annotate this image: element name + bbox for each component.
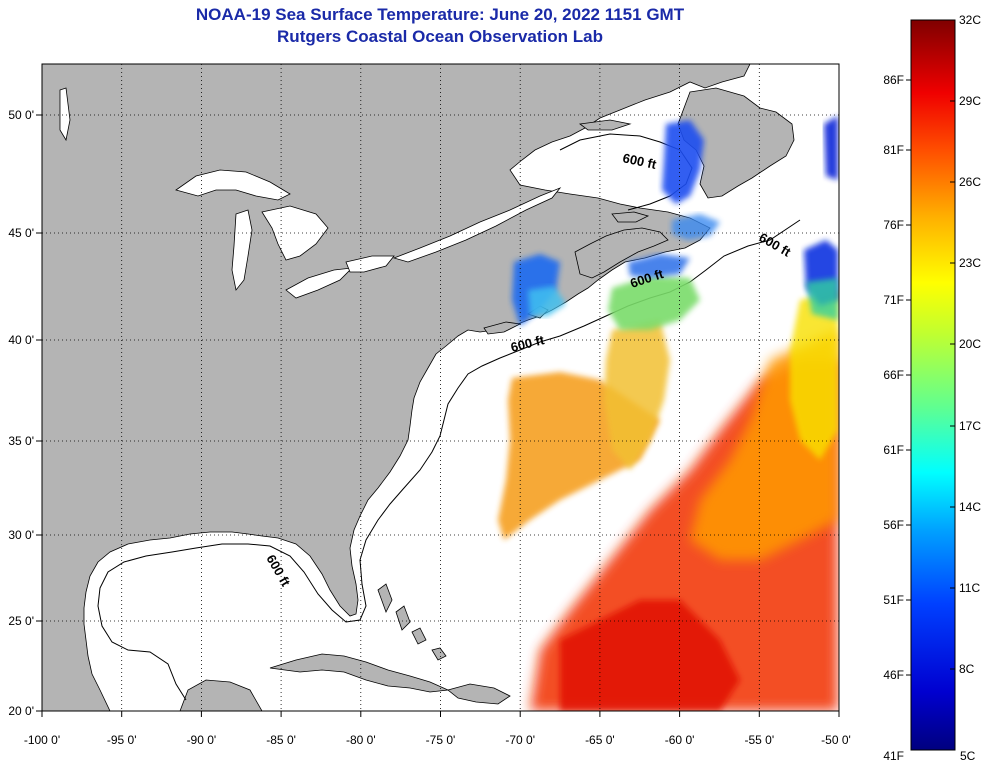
nova-scotia-land xyxy=(574,227,669,279)
pei-land xyxy=(611,211,650,223)
sst-swath-yellow xyxy=(790,290,838,460)
colorbar: 32C 29C 26C 23C 20C 17C 14C 11C 8C 5C 86… xyxy=(883,13,981,763)
y-tick-label: 45 0' xyxy=(8,226,34,240)
colorbar-fahrenheit-label: 61F xyxy=(883,443,904,457)
sst-swath-redspots xyxy=(560,600,740,711)
colorbar-fahrenheit-label: 81F xyxy=(883,143,904,157)
y-tick-label: 35 0' xyxy=(8,434,34,448)
y-tick-label: 40 0' xyxy=(8,333,34,347)
x-tick-label: -50 0' xyxy=(821,733,851,747)
lake-erie xyxy=(285,267,354,299)
x-tick-label: -95 0' xyxy=(107,733,137,747)
x-tick-label: -55 0' xyxy=(744,733,774,747)
colorbar-fahrenheit-label: 46F xyxy=(883,668,904,682)
tick-marks xyxy=(36,114,840,717)
lake-superior xyxy=(175,169,291,201)
sst-data-layer xyxy=(498,116,838,711)
y-tick-label: 25 0' xyxy=(8,614,34,628)
y-tick-label: 20 0' xyxy=(8,704,34,718)
sst-patch-central xyxy=(604,320,670,470)
colorbar-fahrenheit-label: 71F xyxy=(883,293,904,307)
lake-ontario xyxy=(345,255,395,273)
graticule xyxy=(42,64,839,711)
x-tick-label: -85 0' xyxy=(266,733,296,747)
sst-patch-shelf-green xyxy=(608,276,700,330)
sst-patch-labrador xyxy=(824,116,838,180)
hispaniola-land xyxy=(447,683,511,705)
colorbar-celsius-label: 20C xyxy=(959,337,981,351)
colorbar-celsius-label: 23C xyxy=(959,256,981,270)
map-subtitle: Rutgers Coastal Ocean Observation Lab xyxy=(277,27,603,46)
colorbar-ramp xyxy=(910,19,956,751)
colorbar-ticks xyxy=(906,19,955,676)
sst-patch-cabot-strait xyxy=(672,214,720,240)
x-tick-label: -70 0' xyxy=(505,733,535,747)
north-america-land xyxy=(42,64,751,711)
sst-patch-gulf-stlawrence xyxy=(662,120,704,204)
colorbar-celsius-label: 8C xyxy=(959,662,975,676)
y-tick-label: 30 0' xyxy=(8,528,34,542)
colorbar-celsius-label: 29C xyxy=(959,94,981,108)
x-tick-label: -80 0' xyxy=(346,733,376,747)
long-island-land xyxy=(483,321,522,335)
yucatan-land xyxy=(179,679,263,711)
anticosti-land xyxy=(578,119,632,131)
colorbar-celsius-label: 32C xyxy=(959,13,981,27)
lake-michigan xyxy=(231,209,253,291)
colorbar-celsius-label: 5C xyxy=(960,749,976,763)
colorbar-fahrenheit-label: 51F xyxy=(883,593,904,607)
sst-patch-scotian-blue xyxy=(628,254,690,278)
x-tick-label: -60 0' xyxy=(665,733,695,747)
colorbar-celsius-label: 14C xyxy=(959,500,981,514)
y-axis-labels: 20 0' 25 0' 30 0' 35 0' 40 0' 45 0' 50 0… xyxy=(8,108,34,718)
colorbar-celsius-label: 26C xyxy=(959,175,981,189)
y-tick-label: 50 0' xyxy=(8,108,34,122)
st-lawrence xyxy=(392,187,562,263)
sst-patch-maine-cyan xyxy=(528,286,566,316)
colorbar-celsius-labels: 32C 29C 26C 23C 20C 17C 14C 11C 8C 5C xyxy=(959,13,981,763)
map-title: NOAA-19 Sea Surface Temperature: June 20… xyxy=(195,5,685,24)
bahamas-land xyxy=(377,583,447,661)
x-tick-label: -65 0' xyxy=(585,733,615,747)
colorbar-fahrenheit-label: 76F xyxy=(883,218,904,232)
colorbar-fahrenheit-label: 66F xyxy=(883,368,904,382)
x-axis-labels: -100 0' -95 0' -90 0' -85 0' -80 0' -75 … xyxy=(24,733,851,747)
x-tick-label: -90 0' xyxy=(187,733,217,747)
x-tick-label: -100 0' xyxy=(24,733,60,747)
colorbar-celsius-label: 17C xyxy=(959,419,981,433)
title-block: NOAA-19 Sea Surface Temperature: June 20… xyxy=(0,4,880,48)
map-plot-area: 600 ft 600 ft 600 ft 600 ft 600 ft xyxy=(42,64,839,711)
colorbar-celsius-label: 11C xyxy=(959,581,980,595)
colorbar-fahrenheit-label: 41F xyxy=(883,749,904,763)
lake-winnipeg xyxy=(59,87,71,142)
sst-patch-newfoundland-green xyxy=(806,278,838,320)
colorbar-fahrenheit-labels: 86F 81F 76F 71F 66F 61F 56F 51F 46F 41F xyxy=(883,73,904,763)
x-tick-label: -75 0' xyxy=(426,733,456,747)
colorbar-fahrenheit-label: 86F xyxy=(883,73,904,87)
land-layer xyxy=(42,64,795,711)
contour-label-gulf-stlawrence: 600 ft xyxy=(621,150,658,172)
colorbar-fahrenheit-label: 56F xyxy=(883,518,904,532)
